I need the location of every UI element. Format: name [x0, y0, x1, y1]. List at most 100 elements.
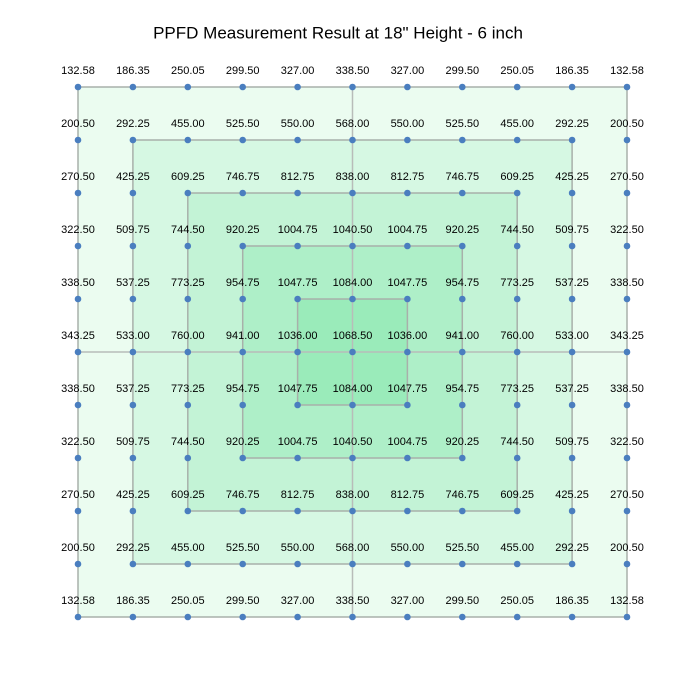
point [74, 454, 82, 462]
point [239, 348, 246, 356]
value-label: 338.50 [336, 65, 370, 77]
value-label: 343.25 [61, 330, 95, 342]
point [404, 295, 411, 303]
value-label: 537.25 [116, 277, 150, 289]
value-label: 568.00 [336, 118, 370, 130]
value-label: 1047.75 [278, 277, 318, 289]
point [568, 507, 576, 515]
value-label: 270.50 [61, 489, 95, 501]
point [513, 136, 521, 144]
value-label: 838.00 [336, 489, 370, 501]
point [404, 189, 411, 197]
point [568, 189, 576, 197]
point [184, 507, 192, 515]
point [623, 454, 631, 462]
point [74, 507, 82, 515]
value-label: 270.50 [610, 171, 644, 183]
value-label: 812.75 [391, 489, 425, 501]
value-label: 270.50 [61, 171, 95, 183]
value-label: 250.05 [500, 595, 534, 607]
value-label: 327.00 [391, 595, 425, 607]
point [184, 348, 192, 356]
point [623, 401, 631, 409]
value-label: 292.25 [555, 118, 589, 130]
point [459, 401, 466, 409]
point [239, 613, 246, 621]
point [184, 454, 192, 462]
point [184, 295, 192, 303]
point [513, 189, 521, 197]
value-label: 1004.75 [388, 436, 428, 448]
value-label: 812.75 [281, 489, 315, 501]
point [459, 613, 466, 621]
value-label: 773.25 [171, 383, 205, 395]
value-label: 455.00 [171, 118, 205, 130]
value-label: 954.75 [445, 383, 479, 395]
value-label: 322.50 [610, 436, 644, 448]
point [404, 83, 411, 91]
point [568, 242, 576, 250]
point [568, 295, 576, 303]
value-label: 525.50 [445, 542, 479, 554]
value-label: 746.75 [445, 171, 479, 183]
point [513, 454, 521, 462]
point [239, 83, 246, 91]
point [129, 189, 137, 197]
value-label: 1036.00 [278, 330, 318, 342]
value-label: 509.75 [116, 224, 150, 236]
point [74, 83, 82, 91]
point [568, 348, 576, 356]
value-label: 920.25 [445, 436, 479, 448]
point [459, 454, 466, 462]
point [294, 295, 301, 303]
value-label: 250.05 [171, 65, 205, 77]
point [294, 136, 301, 144]
value-label: 425.25 [555, 489, 589, 501]
value-label: 455.00 [500, 118, 534, 130]
value-label: 746.75 [226, 489, 260, 501]
point [513, 295, 521, 303]
value-label: 299.50 [445, 595, 479, 607]
value-label: 1036.00 [388, 330, 428, 342]
value-label: 1040.50 [333, 224, 373, 236]
point [513, 507, 521, 515]
point [404, 136, 411, 144]
point [184, 401, 192, 409]
value-label: 525.50 [226, 118, 260, 130]
value-label: 132.58 [610, 595, 644, 607]
value-label: 838.00 [336, 171, 370, 183]
value-label: 746.75 [226, 171, 260, 183]
point [623, 348, 631, 356]
value-label: 812.75 [391, 171, 425, 183]
point [404, 613, 411, 621]
value-label: 941.00 [226, 330, 260, 342]
value-label: 299.50 [445, 65, 479, 77]
value-label: 920.25 [445, 224, 479, 236]
value-label: 327.00 [281, 65, 315, 77]
value-label: 773.25 [500, 383, 534, 395]
point [74, 560, 82, 568]
value-label: 1004.75 [278, 224, 318, 236]
value-label: 537.25 [555, 277, 589, 289]
point [74, 136, 82, 144]
point [294, 560, 301, 568]
value-label: 292.25 [116, 542, 150, 554]
value-label: 760.00 [171, 330, 205, 342]
point [184, 136, 192, 144]
point [349, 560, 356, 568]
point [349, 348, 356, 356]
value-label: 338.50 [61, 277, 95, 289]
value-label: 200.50 [610, 118, 644, 130]
value-label: 744.50 [171, 224, 205, 236]
value-label: 186.35 [116, 65, 150, 77]
value-label: 1047.75 [388, 383, 428, 395]
value-label: 744.50 [500, 224, 534, 236]
value-label: 609.25 [171, 171, 205, 183]
point [568, 454, 576, 462]
point [623, 136, 631, 144]
value-label: 200.50 [61, 118, 95, 130]
point [459, 560, 466, 568]
point [294, 242, 301, 250]
